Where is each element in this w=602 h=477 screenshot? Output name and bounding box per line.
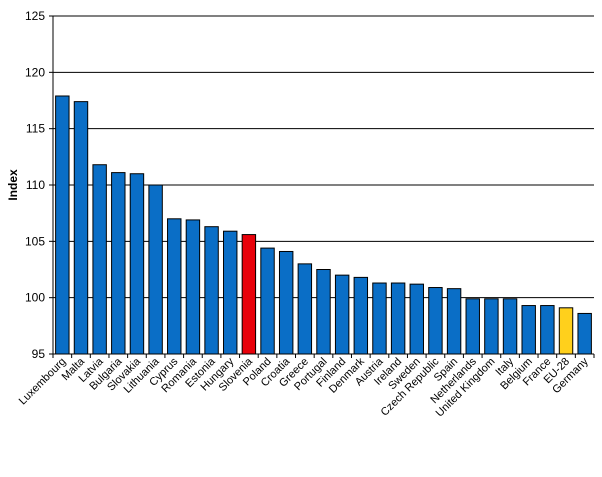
bar-luxembourg — [55, 95, 70, 355]
bar-italy — [502, 298, 518, 355]
y-tick-label: 115 — [26, 122, 45, 136]
y-tick-label: 105 — [25, 234, 45, 248]
bar-lithuania — [148, 184, 163, 355]
bar-bulgaria — [111, 172, 126, 355]
bar-greece — [297, 263, 313, 355]
bar-slovakia — [129, 173, 145, 355]
bar-slovenia — [241, 234, 257, 355]
y-tick-label: 125 — [25, 9, 45, 23]
bar-estonia — [204, 226, 219, 355]
bar-romania — [185, 219, 201, 355]
bar-france — [540, 305, 555, 355]
bar-spain — [446, 288, 462, 355]
bar-germany — [577, 312, 592, 355]
bar-poland — [260, 247, 275, 355]
bar-czech-republic — [428, 287, 443, 355]
category-label: Luxembourg — [17, 356, 69, 408]
y-tick-label: 120 — [25, 65, 45, 79]
bar-eu-28 — [558, 307, 574, 355]
bar-austria — [372, 282, 387, 355]
y-tick-label: 100 — [25, 291, 45, 305]
axes — [49, 15, 595, 358]
bar-latvia — [92, 164, 107, 355]
y-tick-label: 110 — [26, 178, 45, 192]
y-tick-label: 95 — [32, 347, 46, 361]
bar-ireland — [390, 282, 406, 355]
bar-cyprus — [167, 218, 182, 355]
bar-united-kingdom — [484, 298, 499, 355]
y-axis-title: Index — [6, 169, 20, 201]
bar-denmark — [353, 276, 369, 355]
bar-hungary — [223, 230, 238, 355]
bar-finland — [334, 274, 350, 355]
bar-netherlands — [465, 298, 480, 355]
bar-sweden — [409, 283, 424, 355]
bar-belgium — [521, 305, 536, 355]
bar-malta — [73, 101, 89, 355]
bar-croatia — [278, 250, 294, 355]
bars — [55, 95, 592, 355]
bar-portugal — [316, 269, 331, 355]
